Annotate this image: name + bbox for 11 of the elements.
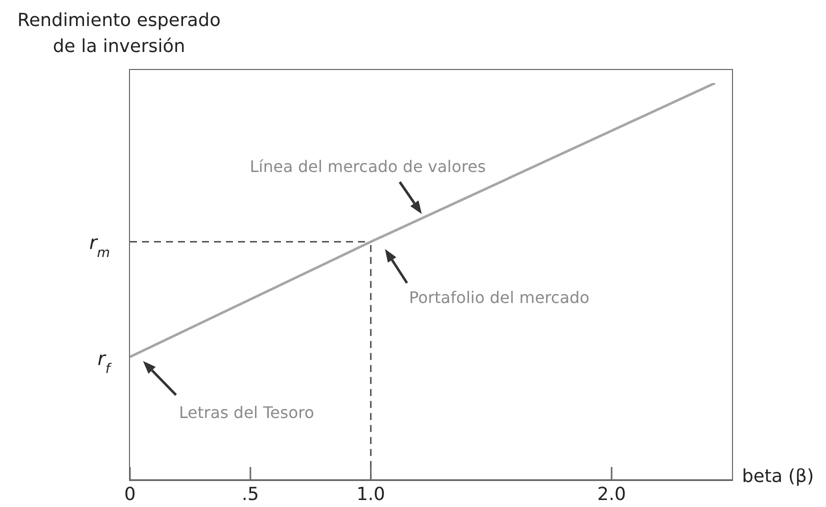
annotation: Línea del mercado de valores	[250, 156, 486, 176]
x-tick-label: .5	[242, 484, 259, 505]
x-tick-label: 0	[124, 484, 136, 505]
y-axis-title: Rendimiento esperado de la inversión	[16, 9, 222, 59]
ref-line-label: r$_{m}$	[89, 232, 110, 260]
x-tick-label: 2.0	[597, 484, 626, 505]
annotation: Letras del Tesoro	[179, 403, 314, 422]
annotation: Portafolio del mercado	[409, 288, 590, 307]
annotation: r$_{f}$	[98, 348, 112, 376]
x-axis-title: beta (β)	[742, 466, 814, 487]
x-tick-label: 1.0	[356, 484, 386, 505]
